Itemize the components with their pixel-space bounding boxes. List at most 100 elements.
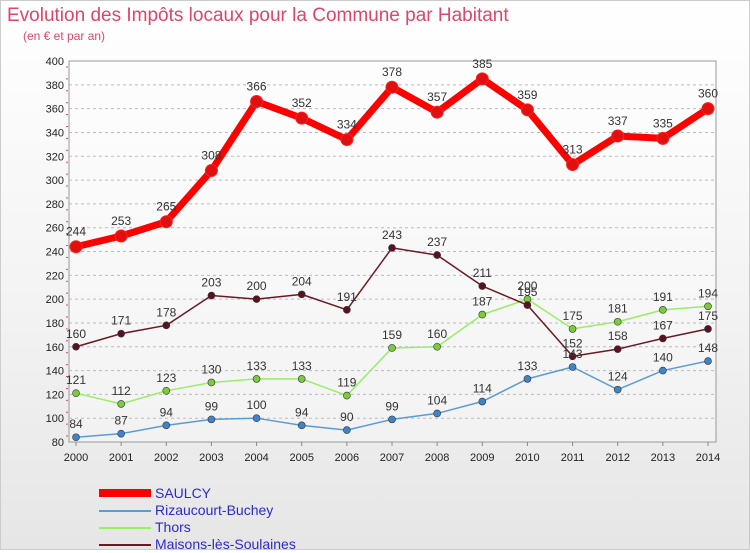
data-label: 204 [292, 274, 312, 288]
data-point-2 [659, 306, 667, 314]
data-label: 124 [608, 370, 628, 384]
data-label: 366 [247, 79, 267, 93]
data-point-1 [659, 366, 667, 375]
y-tick-label: 120 [46, 389, 64, 401]
data-point-0 [69, 240, 83, 254]
data-point-2 [297, 375, 306, 383]
y-tick-label: 180 [46, 318, 64, 330]
legend-label: Rizaucourt-Buchey [155, 502, 274, 518]
data-point-0 [114, 229, 128, 243]
data-point-0 [159, 215, 173, 229]
data-point-3 [207, 291, 216, 300]
x-tick-label: 2006 [335, 452, 359, 464]
data-label: 167 [653, 318, 673, 332]
data-label: 265 [156, 200, 176, 214]
data-label: 194 [698, 286, 718, 300]
data-label: 94 [160, 405, 174, 419]
data-point-1 [523, 375, 532, 383]
data-label: 200 [247, 279, 267, 293]
y-tick-label: 100 [46, 413, 64, 425]
data-label: 191 [337, 290, 357, 304]
data-point-2 [207, 378, 216, 387]
data-point-0 [656, 131, 670, 145]
data-point-1 [388, 415, 396, 424]
data-label: 211 [473, 266, 492, 280]
data-label: 308 [201, 149, 221, 163]
data-label: 130 [201, 362, 221, 376]
data-label: 84 [69, 417, 83, 431]
data-point-3 [568, 352, 577, 361]
series-layer [69, 72, 715, 442]
data-label: 378 [382, 65, 402, 79]
data-point-1 [343, 426, 351, 434]
data-label: 237 [427, 235, 447, 249]
x-tick-label: 2005 [289, 452, 313, 464]
data-label: 90 [340, 410, 354, 424]
y-tick-label: 360 [46, 104, 64, 116]
chart-title: Evolution des Impôts locaux pour la Comm… [7, 5, 509, 26]
data-point-0 [430, 105, 444, 119]
legend-label: SAULCY [155, 485, 212, 501]
data-label: 133 [517, 359, 537, 373]
data-point-0 [295, 111, 309, 125]
data-label: 160 [66, 327, 86, 341]
data-point-2 [704, 302, 712, 311]
y-tick-label: 220 [46, 270, 64, 282]
data-point-3 [613, 345, 622, 353]
data-point-3 [162, 321, 171, 330]
data-point-1 [297, 421, 306, 430]
data-label: 112 [112, 384, 131, 398]
x-tick-label: 2010 [515, 452, 539, 464]
data-label: 195 [517, 285, 537, 299]
data-label: 359 [517, 88, 537, 102]
data-label: 160 [427, 327, 447, 341]
x-tick-label: 2003 [199, 452, 223, 464]
data-label: 171 [111, 314, 131, 328]
y-tick-label: 260 [46, 223, 64, 235]
data-point-3 [297, 290, 306, 299]
data-label: 335 [653, 116, 673, 130]
data-point-3 [252, 295, 261, 303]
x-tick-label: 2007 [380, 452, 404, 464]
data-label: 352 [292, 96, 312, 110]
y-tick-label: 240 [46, 247, 64, 259]
y-tick-label: 380 [46, 80, 64, 92]
data-label: 191 [653, 290, 673, 304]
data-label: 187 [472, 295, 492, 309]
data-label: 94 [295, 405, 309, 419]
data-point-0 [520, 103, 534, 117]
legend-swatch [99, 527, 151, 529]
legend-label: Thors [155, 519, 191, 535]
x-tick-label: 2001 [109, 452, 133, 464]
data-point-2 [343, 391, 351, 400]
data-point-1 [704, 357, 712, 365]
data-point-3 [117, 329, 125, 338]
y-tick-label: 80 [52, 437, 64, 449]
data-label: 385 [472, 57, 492, 71]
data-point-2 [162, 387, 171, 395]
data-label: 243 [382, 228, 402, 242]
data-label: 313 [563, 143, 583, 157]
data-label: 104 [427, 393, 447, 407]
data-point-3 [343, 306, 351, 314]
data-point-1 [72, 433, 80, 442]
data-label: 175 [698, 309, 718, 323]
x-tick-label: 2012 [605, 452, 629, 464]
data-point-2 [72, 389, 80, 397]
data-label: 99 [205, 399, 219, 413]
data-label: 360 [698, 87, 718, 101]
data-point-2 [433, 342, 441, 351]
legend-swatch [99, 544, 151, 546]
data-label: 337 [608, 114, 628, 128]
data-label: 114 [473, 382, 492, 396]
x-tick-label: 2008 [425, 452, 449, 464]
data-point-1 [568, 363, 577, 371]
legend-item: SAULCY [99, 485, 359, 502]
data-point-2 [568, 325, 577, 333]
y-tick-label: 340 [46, 127, 64, 139]
data-label: 159 [382, 328, 402, 342]
data-point-3 [72, 342, 80, 351]
legend: SAULCY Rizaucourt-Buchey Thors Maisons-lès-… [99, 485, 359, 553]
data-point-1 [613, 385, 622, 394]
